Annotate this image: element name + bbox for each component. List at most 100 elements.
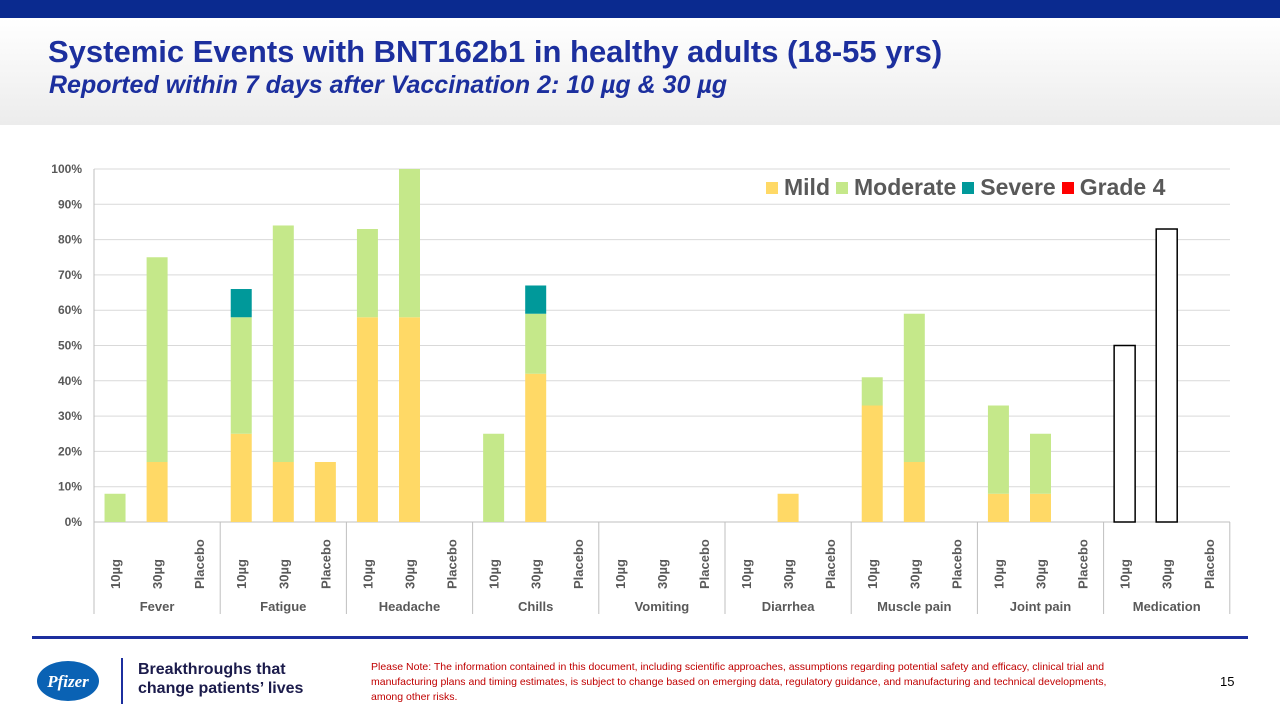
legend-swatch-severe — [962, 181, 975, 194]
x-tick-label: Placebo — [697, 539, 712, 589]
group-label: Joint pain — [1010, 599, 1071, 614]
bar-segment-moderate — [272, 225, 294, 462]
x-tick-label: 10µg — [991, 559, 1006, 589]
pfizer-logo: Pfizer — [37, 661, 99, 701]
legend-item-grade4: Grade 4 — [1061, 174, 1166, 201]
legend-label-moderate: Moderate — [854, 174, 957, 200]
y-tick-label: 0% — [65, 515, 83, 529]
x-tick-label: 30µg — [529, 559, 544, 589]
bar-segment-severe — [230, 289, 252, 318]
pfizer-logo-oval — [37, 661, 99, 701]
group-label: Muscle pain — [877, 599, 951, 614]
bar-segment-moderate — [903, 313, 925, 462]
legend-swatch-mild — [766, 181, 778, 194]
footer-rule — [32, 636, 1248, 639]
x-tick-label: Placebo — [949, 539, 964, 589]
x-tick-label: 10µg — [865, 559, 880, 589]
logo-divider — [121, 658, 123, 704]
legend-item-severe: Severe — [962, 174, 1056, 201]
bar-segment-moderate — [230, 317, 252, 434]
x-tick-label: 30µg — [150, 559, 165, 589]
x-tick-label: 30µg — [655, 559, 670, 589]
y-tick-label: 20% — [58, 444, 82, 458]
y-tick-label: 70% — [58, 268, 82, 282]
x-tick-label: 10µg — [1118, 559, 1133, 589]
legend-swatch-grade4 — [1061, 181, 1074, 194]
x-tick-label: 30µg — [781, 559, 796, 589]
x-tick-label: 30µg — [276, 559, 291, 589]
legend-label-grade4: Grade 4 — [1079, 174, 1166, 200]
bar-segment-mild — [146, 461, 168, 522]
x-tick-label: Placebo — [1076, 539, 1091, 589]
legend-swatch-moderate — [836, 181, 848, 194]
x-tick-label: 30µg — [907, 559, 922, 589]
pfizer-logo-text: Pfizer — [46, 672, 89, 691]
x-tick-label: 10µg — [739, 559, 754, 589]
bar-medication — [1113, 344, 1136, 523]
tagline-line-2: change patients’ lives — [138, 680, 304, 697]
x-tick-label: 10µg — [360, 559, 375, 589]
x-tick-label: Placebo — [445, 539, 460, 589]
x-tick-label: 10µg — [108, 559, 123, 589]
legend-label-mild: Mild — [784, 174, 830, 200]
bar-segment-moderate — [525, 313, 547, 374]
top-banner-bar — [0, 0, 1280, 18]
x-tick-label: 10µg — [234, 559, 249, 589]
bar-medication — [1155, 228, 1178, 523]
y-tick-label: 50% — [58, 339, 82, 353]
group-label: Fever — [140, 599, 175, 614]
bar-segment-mild — [314, 461, 336, 522]
x-tick-label: Placebo — [192, 539, 207, 589]
page-subtitle: Reported within 7 days after Vaccination… — [49, 71, 728, 99]
legend-label-severe: Severe — [980, 174, 1056, 200]
group-label: Chills — [518, 599, 553, 614]
group-label: Diarrhea — [762, 599, 816, 614]
y-tick-label: 40% — [58, 374, 82, 388]
x-tick-label: Placebo — [318, 539, 333, 589]
stacked-bar-chart: 0% 10% 20% 30% 40% 50% 60% 70% 80% 90% 100% Fever 10… — [51, 162, 1231, 614]
bar-segment-moderate — [399, 169, 420, 318]
page-number: 15 — [1220, 674, 1235, 689]
group-label: Headache — [379, 599, 440, 614]
bar-segment-mild — [525, 373, 547, 522]
tagline-line-1: Breakthroughs that — [138, 661, 286, 678]
chart-legend: Mild Moderate Severe Grade 4 — [766, 174, 1171, 201]
page-title: Systemic Events with BNT162b1 in healthy… — [48, 34, 943, 69]
group-label: Vomiting — [635, 599, 690, 614]
x-tick-label: Placebo — [823, 539, 838, 589]
bar-segment-moderate — [146, 257, 168, 462]
group-label: Medication — [1133, 599, 1201, 614]
bar-segment-mild — [777, 493, 799, 522]
bar-segment-moderate — [356, 229, 378, 318]
bar-segment-moderate — [483, 433, 505, 522]
bar-segment-mild — [861, 405, 883, 522]
x-tick-label: 30µg — [403, 559, 418, 589]
bar-segment-mild — [987, 493, 1009, 522]
y-tick-label: 80% — [58, 233, 82, 247]
bar-segment-moderate — [861, 377, 883, 406]
bar-segment-moderate — [987, 405, 1009, 494]
bar-segment-mild — [399, 317, 420, 522]
y-tick-label: 30% — [58, 409, 82, 423]
y-tick-label: 100% — [51, 162, 82, 176]
x-tick-label: 10µg — [613, 559, 628, 589]
disclaimer-text: Please Note: The information contained i… — [371, 661, 1107, 703]
group-label: Fatigue — [260, 599, 306, 614]
bar-segment-mild — [903, 461, 925, 522]
bar-segment-mild — [356, 317, 378, 522]
bar-segment-severe — [525, 285, 547, 314]
bar-segment-moderate — [104, 493, 126, 522]
tagline: Breakthroughs that change patients’ live… — [138, 660, 358, 698]
legend-item-mild: Mild — [766, 174, 830, 201]
bar-segment-mild — [1030, 493, 1051, 522]
y-tick-label: 90% — [58, 197, 82, 211]
bar-segment-moderate — [1030, 433, 1051, 494]
y-tick-label: 10% — [58, 480, 82, 494]
x-tick-label: 10µg — [487, 559, 502, 589]
y-tick-label: 60% — [58, 303, 82, 317]
x-tick-label: 30µg — [1160, 559, 1175, 589]
bar-segment-mild — [272, 461, 294, 522]
header-band — [0, 18, 1280, 125]
x-tick-label: 30µg — [1034, 559, 1049, 589]
bar-segment-mild — [230, 433, 252, 522]
